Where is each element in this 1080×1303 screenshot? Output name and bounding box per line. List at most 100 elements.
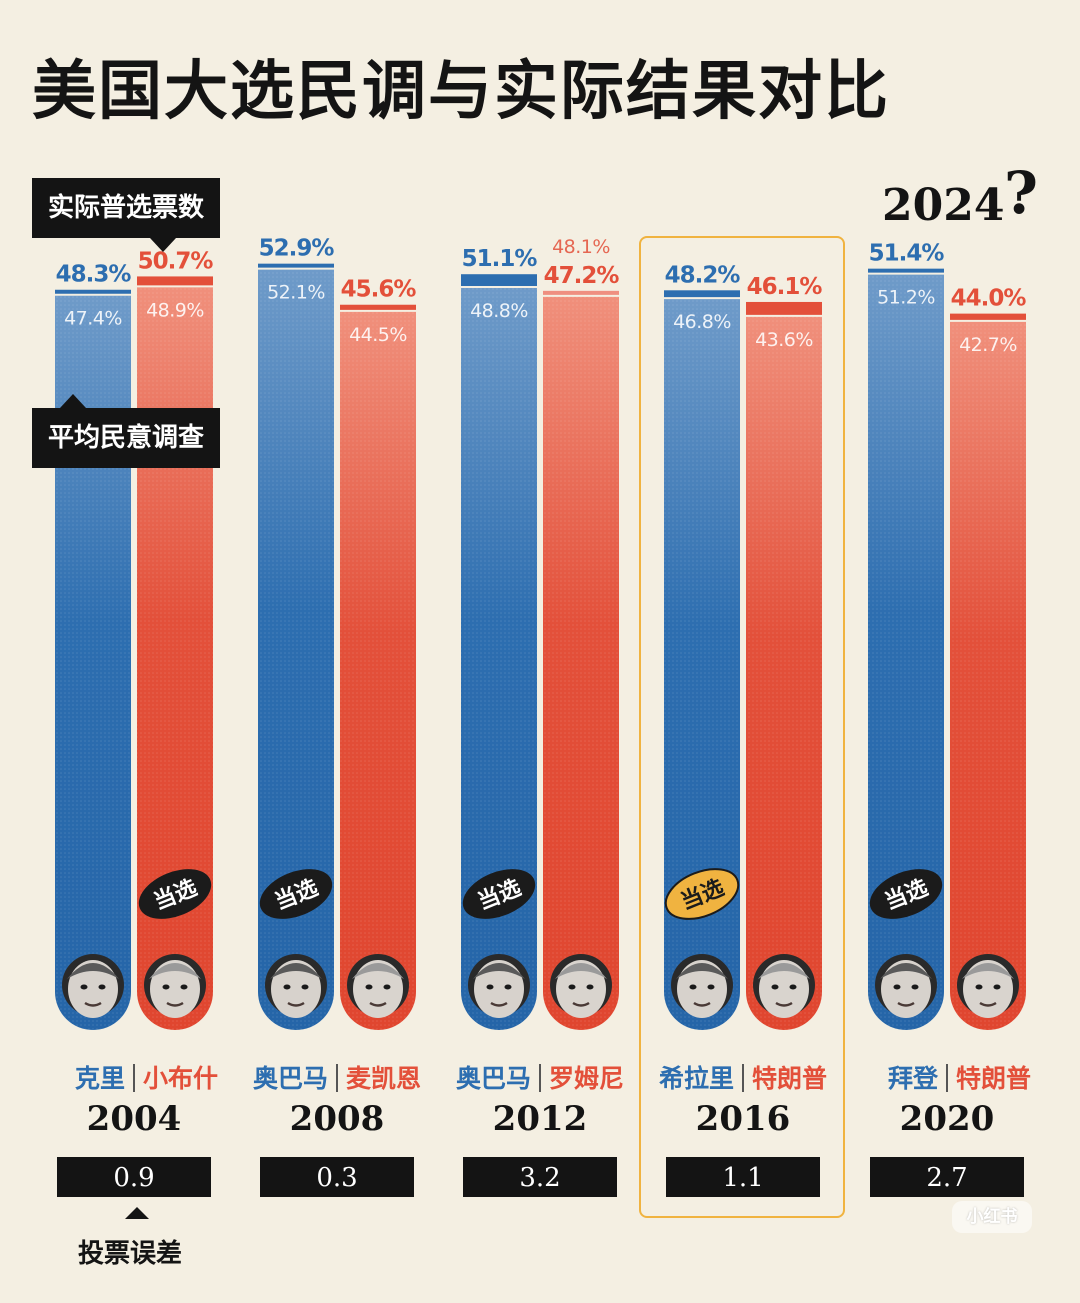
name-divider-2008 bbox=[336, 1064, 338, 1092]
portrait-rep-2008-eye-right bbox=[383, 984, 391, 990]
portrait-dem-2012-mouth bbox=[490, 1001, 508, 1007]
winner-badge-bg-2008 bbox=[259, 869, 333, 919]
portrait-dem-2004-hairline bbox=[67, 963, 119, 979]
watermark: 小红书 bbox=[952, 1201, 1032, 1233]
label-rep-poll-2008: 44.5% bbox=[349, 324, 407, 346]
name-dem-2012: 奥巴马 bbox=[456, 1064, 531, 1093]
name-divider-2016 bbox=[742, 1064, 744, 1092]
portrait-dem-2012-eye-left bbox=[486, 984, 494, 990]
bar-dem-poll-2020-texture bbox=[868, 273, 944, 1030]
portrait-rep-2004-mouth bbox=[166, 1001, 184, 1007]
portrait-dem-2012-face bbox=[474, 960, 524, 1018]
bar-dem-actual-2004 bbox=[55, 289, 131, 295]
bar-dem-poll-2012-texture bbox=[461, 286, 537, 1031]
portrait-rep-2004-hairline bbox=[149, 963, 201, 979]
winner-badge-2004: 当选 bbox=[138, 869, 212, 919]
portrait-rep-2020 bbox=[957, 954, 1019, 1018]
winner-badge-2008: 当选 bbox=[259, 869, 333, 919]
portrait-dem-2016-mouth bbox=[693, 1001, 711, 1007]
portrait-dem-2016-eye-left bbox=[689, 984, 697, 990]
bar-rep-actual-2016 bbox=[746, 301, 822, 316]
portrait-dem-2004-eye-left bbox=[80, 984, 88, 990]
portrait-rep-2020-face bbox=[963, 960, 1013, 1018]
bar-rep-main-2008 bbox=[340, 310, 416, 1031]
label-dem-poll-2008: 52.1% bbox=[267, 282, 325, 304]
portrait-dem-2008-face bbox=[271, 960, 321, 1018]
bar-dem-poll-2008-texture bbox=[258, 268, 334, 1030]
label-dem-actual-2016: 48.2% bbox=[665, 262, 741, 288]
error-box-2004 bbox=[57, 1157, 211, 1197]
error-value-2016: 1.1 bbox=[722, 1163, 763, 1193]
portrait-rep-2008 bbox=[347, 954, 409, 1018]
bar-rep-main-2016 bbox=[746, 315, 822, 1031]
portrait-dem-2020-face bbox=[881, 960, 931, 1018]
portrait-rep-2016-hairline bbox=[758, 963, 810, 979]
bar-rep-actual-2004 bbox=[137, 276, 213, 287]
bar-rep-main-2020 bbox=[950, 320, 1026, 1031]
label-rep-actual-2012: 47.2% bbox=[544, 263, 620, 289]
bar-rep-actual-2020 bbox=[950, 313, 1026, 321]
name-rep-2012: 罗姆尼 bbox=[549, 1064, 624, 1093]
portrait-rep-2016-mouth bbox=[775, 1001, 793, 1007]
winner-badge-bg-2004 bbox=[138, 869, 212, 919]
portrait-rep-2020-eye-right bbox=[993, 984, 1001, 990]
name-dem-2004: 克里 bbox=[75, 1064, 125, 1093]
error-value-2020: 2.7 bbox=[926, 1163, 967, 1193]
portrait-rep-2004 bbox=[144, 954, 206, 1018]
portrait-dem-2016 bbox=[671, 954, 733, 1018]
legend-poll-text: 平均民意调查 bbox=[48, 423, 205, 453]
bar-dem-poll-2016 bbox=[664, 298, 740, 1030]
year-label-2012: 2012 bbox=[493, 1099, 588, 1139]
year-label-2008: 2008 bbox=[290, 1099, 385, 1139]
portrait-dem-2004-face bbox=[68, 960, 118, 1018]
label-rep-actual-2016: 46.1% bbox=[747, 274, 823, 300]
portrait-dem-2016-hairline bbox=[676, 963, 728, 979]
question-mark: ? bbox=[1004, 159, 1038, 227]
bar-dem-actual-2016 bbox=[664, 290, 740, 299]
portrait-rep-2008-hairline bbox=[352, 963, 404, 979]
name-divider-2004 bbox=[133, 1064, 135, 1092]
name-rep-2020: 特朗普 bbox=[956, 1064, 1031, 1093]
portrait-rep-2004-eye-right bbox=[180, 984, 188, 990]
label-dem-poll-2004: 47.4% bbox=[64, 308, 122, 330]
label-rep-actual-2020: 44.0% bbox=[951, 286, 1027, 312]
year-label-2004: 2004 bbox=[87, 1099, 182, 1139]
legend-actual-label: 实际普选票数 bbox=[32, 178, 221, 252]
portrait-rep-2012 bbox=[550, 954, 612, 1018]
portrait-rep-2008-mouth bbox=[369, 1001, 387, 1007]
year-2024-label: 2024 bbox=[882, 180, 1005, 231]
error-caption-pointer bbox=[125, 1207, 149, 1219]
portrait-rep-2016-face bbox=[759, 960, 809, 1018]
portrait-rep-2020-eye-left bbox=[975, 984, 983, 990]
label-dem-poll-2012: 48.8% bbox=[470, 300, 528, 322]
portrait-dem-2004-mouth bbox=[84, 1001, 102, 1007]
bar-rep-main-2004 bbox=[137, 286, 213, 1030]
portrait-rep-2008-eye-left bbox=[365, 984, 373, 990]
portrait-dem-2016-eye-right bbox=[707, 984, 715, 990]
portrait-dem-2004 bbox=[62, 954, 124, 1018]
legend-actual-text: 实际普选票数 bbox=[48, 193, 205, 223]
bar-rep-poll-2012 bbox=[543, 290, 619, 296]
portrait-rep-2020-mouth bbox=[979, 1001, 997, 1007]
legend-actual-pointer bbox=[150, 238, 177, 252]
name-rep-2004: 小布什 bbox=[143, 1064, 218, 1093]
label-dem-actual-2004: 48.3% bbox=[56, 262, 132, 288]
bar-rep-main-2020-texture bbox=[950, 320, 1026, 1031]
portrait-rep-2016-eye-left bbox=[771, 984, 779, 990]
portrait-rep-2004-eye-left bbox=[162, 984, 170, 990]
portrait-rep-2016-eye-right bbox=[789, 984, 797, 990]
legend-poll-pointer bbox=[60, 394, 86, 408]
portrait-rep-2016 bbox=[753, 954, 815, 1018]
portrait-rep-2012-eye-left bbox=[568, 984, 576, 990]
portrait-rep-2012-eye-right bbox=[586, 984, 594, 990]
error-box-2012 bbox=[463, 1157, 617, 1197]
portrait-rep-2012-hairline bbox=[555, 963, 607, 979]
winner-badge-2012: 当选 bbox=[462, 869, 536, 919]
portrait-dem-2020-eye-left bbox=[893, 984, 901, 990]
error-value-2012: 3.2 bbox=[519, 1163, 560, 1193]
portrait-rep-2012-face bbox=[556, 960, 606, 1018]
